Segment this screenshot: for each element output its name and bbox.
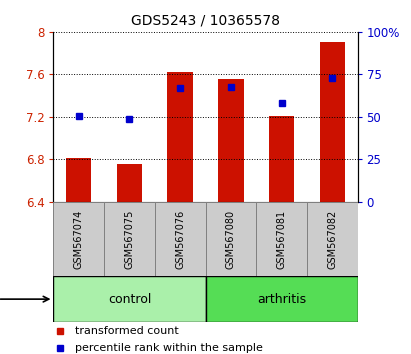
Bar bbox=[206, 202, 256, 276]
Text: percentile rank within the sample: percentile rank within the sample bbox=[75, 343, 263, 353]
Text: transformed count: transformed count bbox=[75, 326, 178, 336]
Title: GDS5243 / 10365578: GDS5243 / 10365578 bbox=[131, 14, 280, 28]
Text: GSM567076: GSM567076 bbox=[175, 209, 185, 269]
Text: GSM567081: GSM567081 bbox=[277, 209, 286, 269]
Bar bbox=[256, 202, 307, 276]
Bar bbox=[206, 276, 358, 322]
Text: control: control bbox=[108, 293, 151, 306]
Bar bbox=[53, 202, 104, 276]
Bar bbox=[269, 116, 294, 202]
Bar bbox=[307, 202, 358, 276]
Bar bbox=[104, 202, 155, 276]
Text: arthritis: arthritis bbox=[257, 293, 306, 306]
Bar bbox=[218, 79, 243, 202]
Bar bbox=[117, 164, 142, 202]
Text: GSM567074: GSM567074 bbox=[74, 209, 84, 269]
Bar bbox=[66, 158, 91, 202]
Text: GSM567080: GSM567080 bbox=[226, 209, 236, 269]
Bar bbox=[168, 72, 193, 202]
Bar bbox=[155, 202, 206, 276]
Bar bbox=[53, 276, 206, 322]
Bar bbox=[319, 42, 345, 202]
Text: GSM567075: GSM567075 bbox=[125, 209, 134, 269]
Text: GSM567082: GSM567082 bbox=[327, 209, 337, 269]
